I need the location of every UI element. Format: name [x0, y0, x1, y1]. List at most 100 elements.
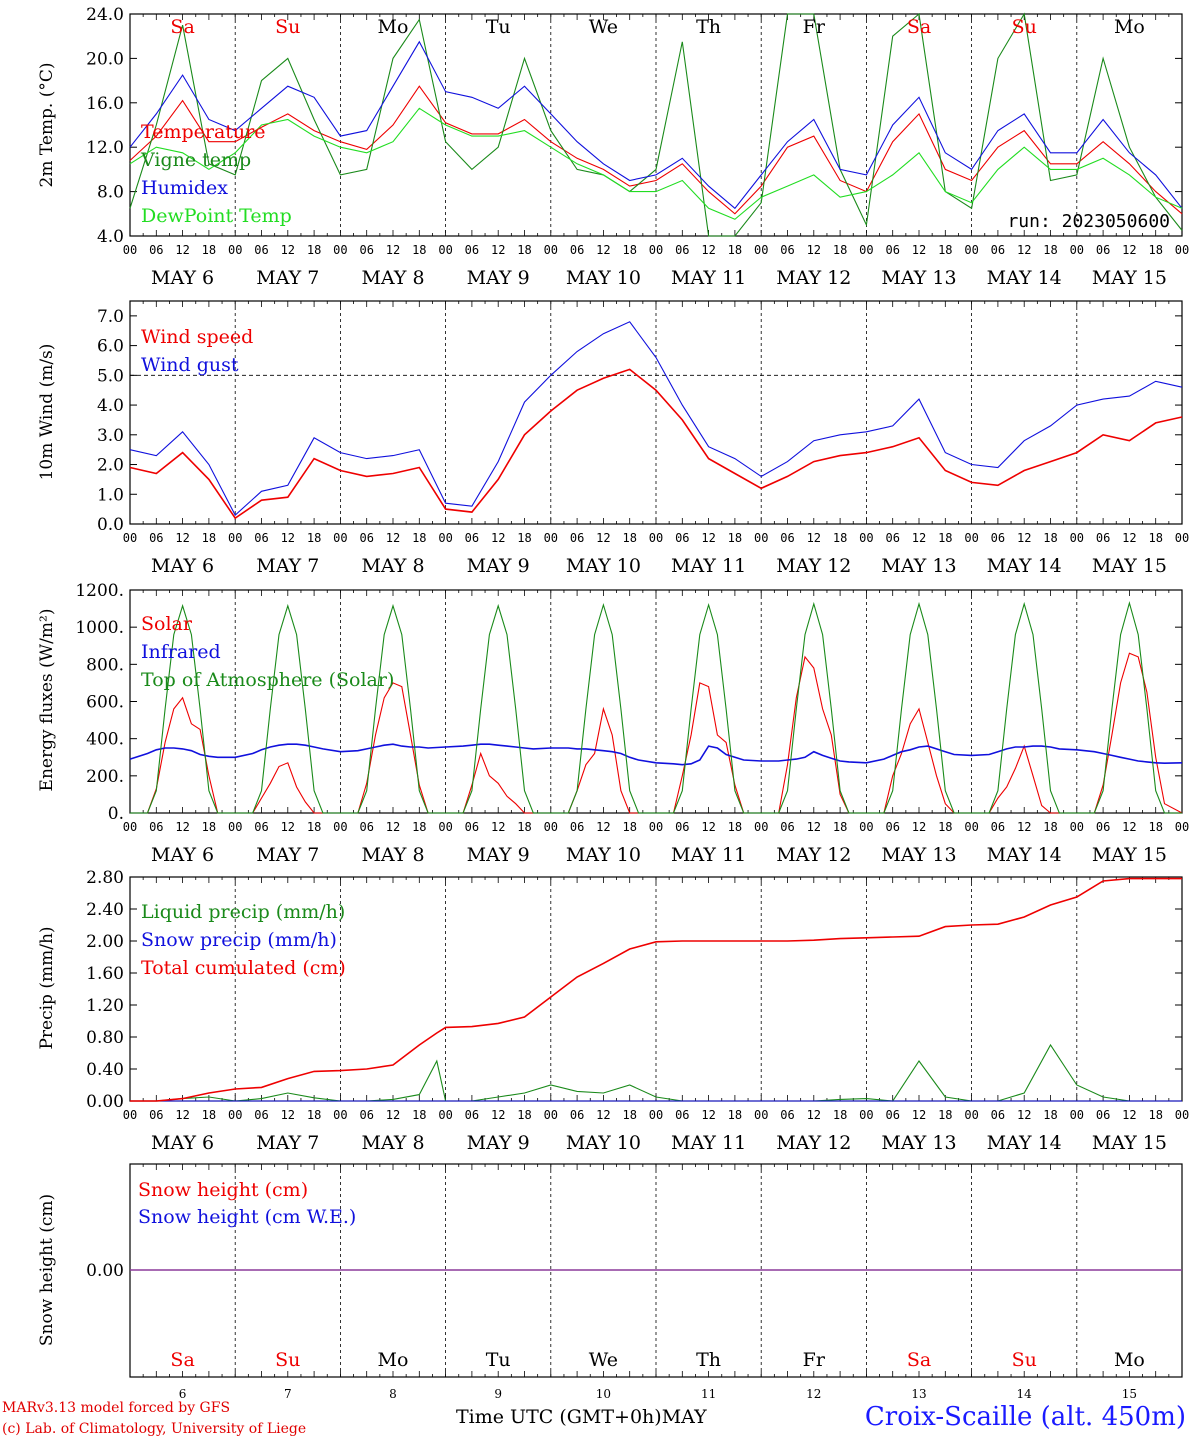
- hour-tick-label: 12: [912, 1108, 926, 1122]
- model-credit: MARv3.13 model forced by GFS: [2, 1400, 231, 1416]
- hour-tick-label: 12: [386, 1108, 400, 1122]
- hour-tick-label: 06: [359, 820, 373, 834]
- hour-tick-label: 18: [1043, 243, 1057, 257]
- hour-tick-label: 00: [1070, 820, 1084, 834]
- day-number-label: 9: [494, 1387, 502, 1401]
- hour-tick-label: 18: [412, 820, 426, 834]
- legend-entry: Snow height (cm): [138, 1179, 308, 1201]
- hour-tick-label: 18: [938, 820, 952, 834]
- hour-tick-label: 06: [780, 531, 794, 545]
- station-name: Croix-Scaille (alt. 450m): [864, 1402, 1186, 1432]
- weekday-label: Th: [696, 16, 721, 38]
- date-label: MAY 15: [1092, 1132, 1167, 1154]
- x-axis-title-text: Time UTC (GMT+0h): [456, 1406, 662, 1428]
- hour-tick-label: 18: [517, 243, 531, 257]
- hour-tick-label: 18: [622, 1108, 636, 1122]
- hour-tick-label: 06: [359, 531, 373, 545]
- date-label: MAY 7: [256, 844, 319, 866]
- hour-tick-label: 06: [149, 820, 163, 834]
- hour-tick-label: 12: [912, 243, 926, 257]
- y-tick-label: 24.0: [86, 5, 124, 25]
- hour-tick-label: 06: [780, 1108, 794, 1122]
- hour-tick-label: 18: [202, 1108, 216, 1122]
- hour-tick-label: 06: [465, 820, 479, 834]
- hour-tick-label: 00: [754, 531, 768, 545]
- hour-tick-label: 18: [307, 820, 321, 834]
- y-tick-label: 8.0: [97, 183, 124, 203]
- date-label: MAY 11: [671, 1132, 746, 1154]
- hour-tick-label: 18: [517, 1108, 531, 1122]
- hour-tick-label: 06: [149, 243, 163, 257]
- hour-tick-label: 00: [438, 531, 452, 545]
- y-tick-label: 1.0: [97, 485, 124, 505]
- series-line: [129, 85, 1183, 215]
- weekday-label: Mo: [1114, 16, 1145, 38]
- y-tick-label: 2.0: [97, 456, 124, 476]
- date-label: MAY 14: [987, 555, 1062, 577]
- hour-tick-label: 00: [649, 531, 663, 545]
- hour-tick-label: 06: [991, 820, 1005, 834]
- weekday-label: We: [589, 1349, 618, 1371]
- date-label: MAY 9: [467, 267, 530, 289]
- hour-tick-label: 00: [964, 531, 978, 545]
- hour-tick-label: 18: [833, 531, 847, 545]
- hour-tick-label: 06: [570, 820, 584, 834]
- hour-tick-label: 12: [701, 531, 715, 545]
- hour-tick-label: 00: [859, 820, 873, 834]
- y-tick-label: 12.0: [86, 138, 124, 158]
- hour-tick-label: 06: [570, 531, 584, 545]
- date-label: MAY 12: [776, 555, 851, 577]
- hour-tick-label: 00: [754, 820, 768, 834]
- hour-tick-label: 12: [281, 531, 295, 545]
- weekday-label: We: [589, 16, 618, 38]
- hour-tick-label: 00: [859, 1108, 873, 1122]
- hour-tick-label: 00: [123, 531, 137, 545]
- hour-tick-label: 12: [596, 1108, 610, 1122]
- hour-tick-label: 18: [307, 1108, 321, 1122]
- date-label: MAY 8: [361, 1132, 424, 1154]
- series-line: [130, 1043, 1182, 1102]
- hour-tick-label: 18: [728, 243, 742, 257]
- panel-3-frame: [129, 589, 1183, 814]
- hour-tick-label: 18: [1148, 531, 1162, 545]
- weekday-label: Mo: [378, 16, 409, 38]
- date-label: MAY 9: [467, 555, 530, 577]
- date-label: MAY 14: [987, 267, 1062, 289]
- legend-entry: Humidex: [141, 177, 228, 199]
- hour-tick-label: 00: [964, 820, 978, 834]
- hour-tick-label: 18: [622, 820, 636, 834]
- hour-tick-label: 06: [465, 1108, 479, 1122]
- hour-tick-label: 06: [1096, 243, 1110, 257]
- y-tick-label: 0.40: [86, 1060, 124, 1080]
- hour-tick-label: 12: [386, 243, 400, 257]
- date-label: MAY 10: [566, 1132, 641, 1154]
- hour-tick-label: 12: [1122, 820, 1136, 834]
- hour-tick-label: 06: [675, 243, 689, 257]
- date-label: MAY 7: [256, 555, 319, 577]
- hour-tick-label: 06: [465, 531, 479, 545]
- date-label: MAY 13: [881, 267, 956, 289]
- hour-tick-label: 06: [885, 531, 899, 545]
- y-tick-label: 0.00: [86, 1092, 124, 1112]
- y-tick-label: 800.: [86, 655, 124, 675]
- hour-tick-label: 12: [386, 531, 400, 545]
- legend-entry: Snow height (cm W.E.): [138, 1206, 356, 1228]
- day-number-label: 13: [911, 1387, 926, 1401]
- hour-tick-label: 00: [123, 1108, 137, 1122]
- series-line: [129, 40, 1183, 210]
- hour-tick-label: 18: [307, 531, 321, 545]
- y-axis-label: Snow height (cm): [37, 1194, 57, 1346]
- hour-tick-label: 06: [149, 531, 163, 545]
- weekday-label: Fr: [803, 16, 826, 38]
- weekday-label: Su: [275, 16, 300, 38]
- date-label: MAY 15: [1092, 555, 1167, 577]
- series-line: [129, 321, 1183, 516]
- date-label: MAY 9: [467, 844, 530, 866]
- hour-tick-label: 12: [596, 243, 610, 257]
- hour-tick-label: 18: [622, 531, 636, 545]
- hour-tick-label: 12: [1017, 531, 1031, 545]
- hour-tick-label: 00: [544, 1108, 558, 1122]
- hour-tick-label: 12: [596, 531, 610, 545]
- legend-entry: Temperature: [141, 121, 265, 143]
- hour-tick-label: 00: [228, 243, 242, 257]
